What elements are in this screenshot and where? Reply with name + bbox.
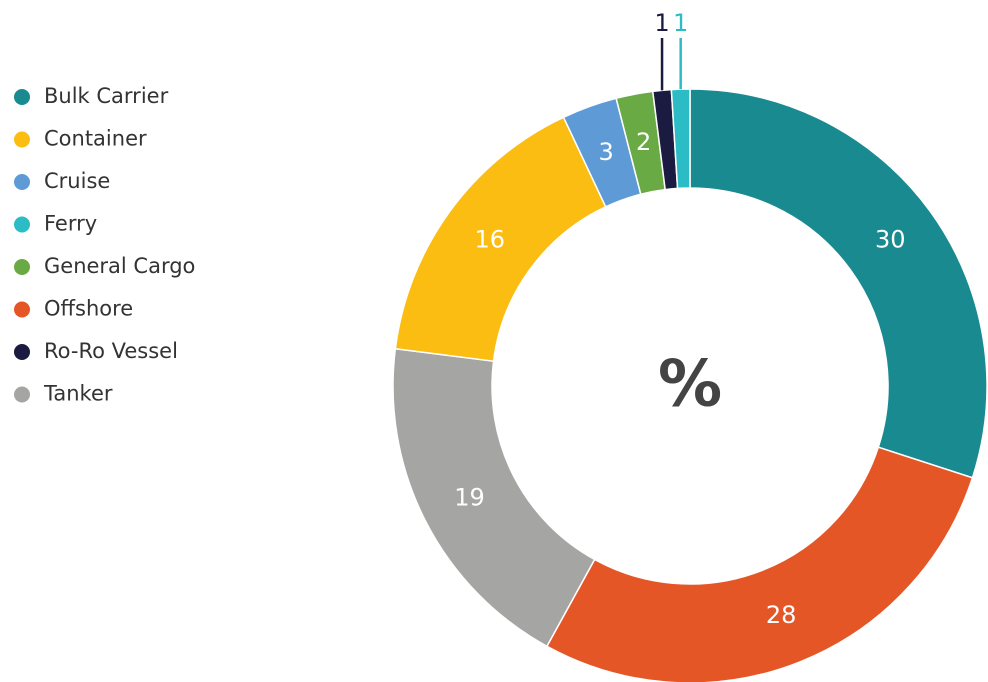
data-label: 3	[599, 138, 614, 166]
data-label: 16	[474, 226, 505, 254]
donut-slice	[689, 88, 988, 479]
legend-label: General Cargo	[44, 254, 195, 278]
legend-swatch	[14, 216, 30, 233]
legend-label: Cruise	[44, 169, 110, 193]
legend-label: Ro-Ro Vessel	[44, 339, 178, 363]
legend-label: Bulk Carrier	[44, 84, 169, 108]
legend-label: Offshore	[44, 297, 133, 321]
legend-swatch	[14, 174, 30, 190]
data-label: 19	[454, 483, 485, 511]
data-label: 1	[673, 9, 688, 37]
data-label: 28	[766, 601, 797, 629]
data-label: 2	[636, 128, 651, 156]
data-label: 1	[654, 9, 669, 37]
legend-swatch	[14, 344, 30, 360]
legend-swatch	[14, 301, 30, 318]
legend-label: Container	[44, 127, 147, 151]
donut-slice	[392, 347, 596, 648]
center-label: %	[658, 348, 722, 422]
legend-swatch	[14, 386, 30, 403]
donut-slice	[670, 88, 691, 190]
legend-label: Tanker	[43, 382, 113, 406]
legend-swatch	[14, 259, 30, 275]
donut-slice	[545, 446, 974, 682]
data-label: 30	[875, 226, 906, 254]
legend-label: Ferry	[44, 212, 97, 236]
legend-swatch	[14, 89, 30, 105]
legend-swatch	[14, 131, 30, 148]
